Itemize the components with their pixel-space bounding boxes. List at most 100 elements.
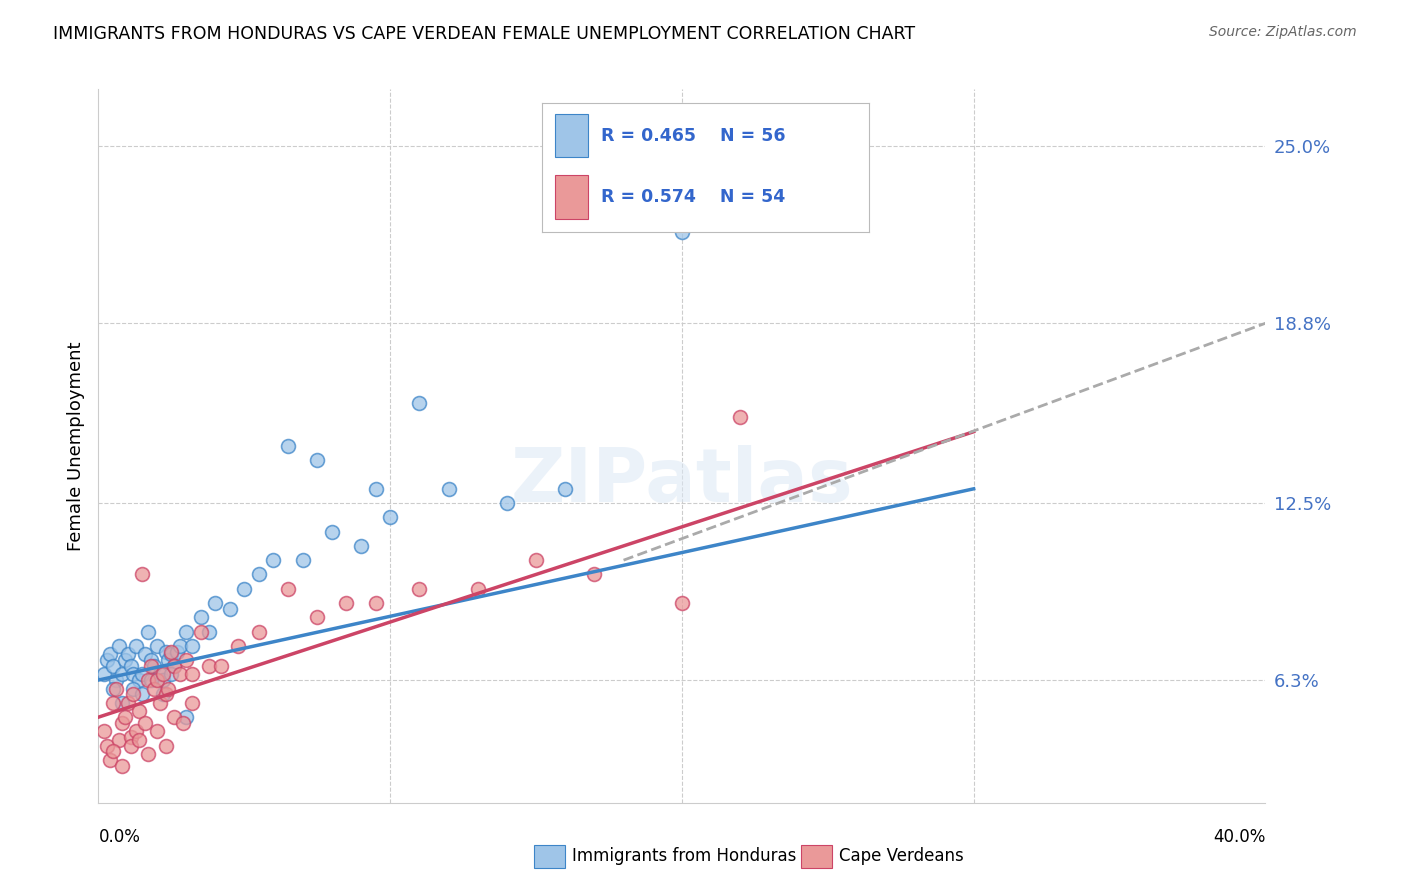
Point xyxy=(101,658,124,673)
Point xyxy=(380,510,402,524)
Point xyxy=(671,596,693,610)
Point xyxy=(131,567,153,582)
Text: Immigrants from Honduras: Immigrants from Honduras xyxy=(572,847,797,865)
Point xyxy=(152,673,174,687)
Point xyxy=(277,439,299,453)
Point xyxy=(122,667,145,681)
Point xyxy=(120,730,142,744)
Point xyxy=(169,667,191,681)
Point xyxy=(142,658,165,673)
Point xyxy=(437,482,460,496)
Point xyxy=(583,567,606,582)
Point xyxy=(136,747,159,762)
Point xyxy=(204,596,226,610)
Point xyxy=(524,553,547,567)
Text: Cape Verdeans: Cape Verdeans xyxy=(839,847,965,865)
Point xyxy=(134,648,156,662)
Point xyxy=(131,687,153,701)
Point xyxy=(120,739,142,753)
Point xyxy=(104,681,127,696)
Point xyxy=(262,553,284,567)
Point xyxy=(125,724,148,739)
Point xyxy=(117,648,139,662)
Point xyxy=(180,667,202,681)
Point xyxy=(104,673,127,687)
Point xyxy=(155,687,177,701)
Point xyxy=(136,624,159,639)
Point xyxy=(172,715,194,730)
Point xyxy=(408,582,430,596)
Point xyxy=(128,673,150,687)
Point xyxy=(125,639,148,653)
Point xyxy=(209,658,232,673)
Point xyxy=(96,653,118,667)
Point xyxy=(93,667,115,681)
Point xyxy=(180,696,202,710)
Point xyxy=(163,658,186,673)
Point xyxy=(111,667,134,681)
Point xyxy=(136,673,159,687)
Point xyxy=(247,567,270,582)
Point xyxy=(142,681,165,696)
Point xyxy=(157,653,180,667)
Point xyxy=(277,582,299,596)
Point xyxy=(101,696,124,710)
Point xyxy=(157,681,180,696)
Point xyxy=(111,715,134,730)
Point xyxy=(152,687,174,701)
Text: 40.0%: 40.0% xyxy=(1213,828,1265,846)
Point xyxy=(335,596,357,610)
Point xyxy=(117,696,139,710)
Point xyxy=(146,639,169,653)
Point xyxy=(160,667,183,681)
Point xyxy=(218,601,240,615)
Point xyxy=(108,733,131,747)
Point xyxy=(160,644,183,658)
Point xyxy=(139,673,162,687)
Point xyxy=(554,482,576,496)
Point xyxy=(122,681,145,696)
Point xyxy=(98,648,121,662)
Point xyxy=(190,624,212,639)
Text: Source: ZipAtlas.com: Source: ZipAtlas.com xyxy=(1209,25,1357,39)
Point xyxy=(160,648,183,662)
Point xyxy=(190,610,212,624)
Point xyxy=(146,724,169,739)
Point xyxy=(139,658,162,673)
Point xyxy=(149,696,172,710)
Point xyxy=(114,653,136,667)
Point xyxy=(139,653,162,667)
Point xyxy=(364,482,387,496)
Point xyxy=(93,724,115,739)
Point xyxy=(408,396,430,410)
Point xyxy=(467,582,489,596)
Point xyxy=(120,658,142,673)
Point xyxy=(291,553,314,567)
Point xyxy=(350,539,373,553)
Point xyxy=(108,639,131,653)
Point xyxy=(155,644,177,658)
Point xyxy=(163,658,186,673)
Point xyxy=(228,639,250,653)
Point xyxy=(114,710,136,724)
Text: ZIPatlas: ZIPatlas xyxy=(510,445,853,518)
Point xyxy=(155,739,177,753)
Point xyxy=(111,758,134,772)
Point xyxy=(307,453,329,467)
Point xyxy=(146,673,169,687)
Text: IMMIGRANTS FROM HONDURAS VS CAPE VERDEAN FEMALE UNEMPLOYMENT CORRELATION CHART: IMMIGRANTS FROM HONDURAS VS CAPE VERDEAN… xyxy=(53,25,915,43)
Point xyxy=(198,624,221,639)
Point xyxy=(671,225,693,239)
Point xyxy=(101,681,124,696)
Point xyxy=(96,739,118,753)
Point xyxy=(364,596,387,610)
Point xyxy=(174,624,197,639)
Point xyxy=(128,733,150,747)
Point xyxy=(166,644,188,658)
Point xyxy=(111,696,134,710)
Point xyxy=(169,639,191,653)
Point xyxy=(233,582,256,596)
Point xyxy=(198,658,221,673)
Point xyxy=(174,653,197,667)
Point xyxy=(730,410,752,425)
